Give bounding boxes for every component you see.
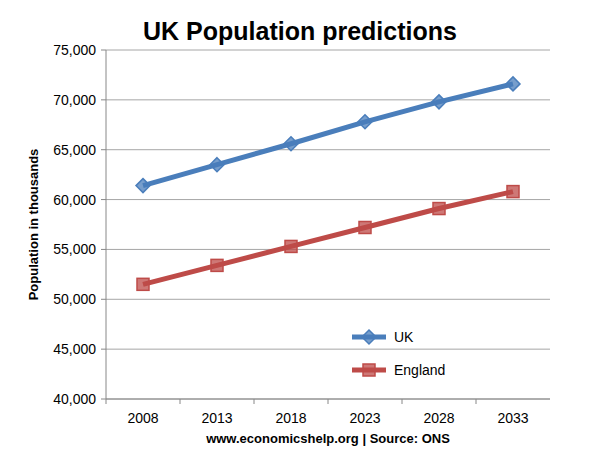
x-tick — [180, 399, 181, 404]
x-tick-label: 2013 — [201, 410, 232, 426]
x-tick — [106, 399, 107, 404]
background — [0, 0, 600, 473]
series-marker — [137, 278, 149, 290]
series-marker — [359, 221, 371, 233]
grid-line — [106, 99, 550, 100]
y-tick — [101, 299, 106, 300]
y-tick-label: 75,000 — [53, 42, 96, 58]
y-axis: 40,000 45,000 50,000 55,000 60,000 65,000 70,0… — [53, 42, 550, 407]
series-marker — [136, 179, 150, 193]
y-tick — [101, 399, 106, 400]
grid-line — [106, 50, 550, 51]
y-tick — [101, 349, 106, 350]
series-marker — [210, 158, 224, 172]
series-marker — [211, 259, 223, 271]
legend-label: UK — [394, 329, 414, 345]
y-tick-label: 55,000 — [53, 241, 96, 257]
x-tick — [402, 399, 403, 404]
x-tick — [476, 399, 477, 404]
chart-svg: UK Population predictions 40,000 45,000 50,… — [0, 0, 600, 473]
chart-container: UK Population predictions 40,000 45,000 50,… — [0, 0, 600, 473]
x-tick — [254, 399, 255, 404]
x-axis: 2008 2013 2018 2023 2028 2033 — [106, 399, 529, 426]
y-tick-label: 70,000 — [53, 92, 96, 108]
series-line — [143, 192, 513, 285]
y-tick — [101, 249, 106, 250]
series-marker — [285, 240, 297, 252]
series-marker — [506, 77, 520, 91]
series-marker — [358, 115, 372, 129]
x-tick — [328, 399, 329, 404]
y-tick — [101, 199, 106, 200]
legend-marker — [363, 364, 375, 376]
x-tick-label: 2018 — [275, 410, 306, 426]
series-marker — [284, 137, 298, 151]
y-tick-label: 45,000 — [53, 341, 96, 357]
grid-line — [106, 149, 550, 150]
series-marker — [433, 203, 445, 215]
x-tick-label: 2008 — [127, 410, 158, 426]
plot-data — [136, 77, 520, 290]
series-line — [143, 84, 513, 186]
x-axis-label: www.economicshelp.org | Source: ONS — [205, 431, 450, 446]
grid-line — [106, 349, 550, 350]
legend: UK England — [352, 329, 445, 378]
legend-marker — [362, 330, 376, 344]
y-axis-line — [106, 50, 107, 399]
x-tick-label: 2023 — [349, 410, 380, 426]
legend-label: England — [394, 362, 445, 378]
y-tick-label: 65,000 — [53, 142, 96, 158]
y-tick — [101, 149, 106, 150]
y-tick — [101, 50, 106, 51]
grid-line — [106, 299, 550, 300]
grid-line — [106, 249, 550, 250]
y-axis-label: Population in thousands — [26, 149, 41, 301]
series-marker — [432, 95, 446, 109]
x-tick-label: 2033 — [497, 410, 528, 426]
y-tick — [101, 99, 106, 100]
x-tick-label: 2028 — [423, 410, 454, 426]
title: UK Population predictions — [143, 17, 457, 45]
y-tick-label: 40,000 — [53, 391, 96, 407]
series-marker — [507, 186, 519, 198]
y-tick-label: 50,000 — [53, 291, 96, 307]
y-tick-label: 60,000 — [53, 192, 96, 208]
